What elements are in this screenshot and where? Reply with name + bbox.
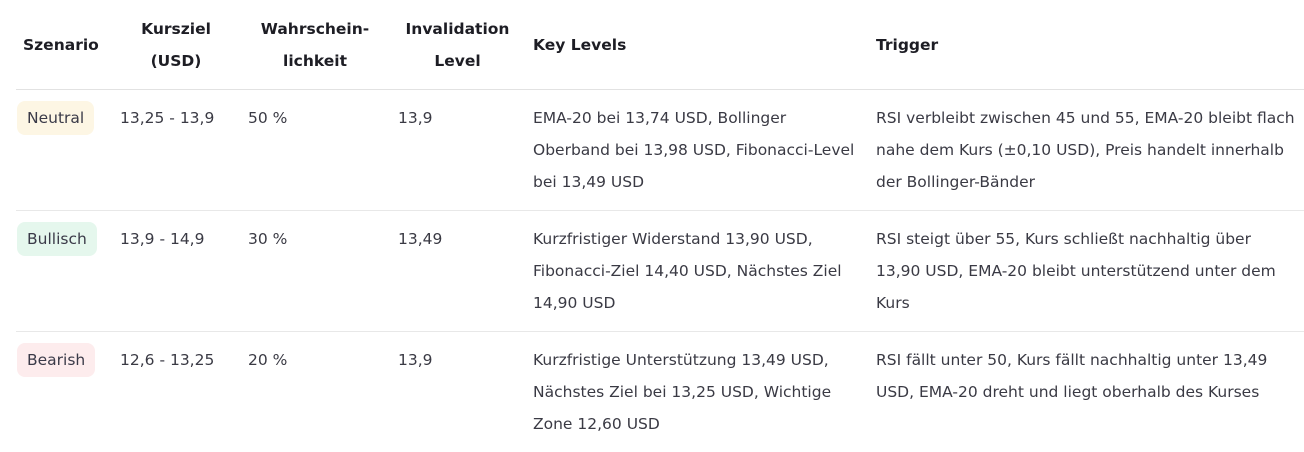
scenario-table: Szenario Kursziel (USD) Wahrschein-lichke…	[16, 0, 1304, 452]
trigger-cell: RSI steigt über 55, Kurs schließt nachha…	[868, 211, 1304, 332]
header-target-line2: (USD)	[151, 52, 202, 70]
header-invalidation-line2: Level	[434, 52, 480, 70]
header-invalidation: Invalidation Level	[390, 0, 525, 90]
table-row: Bullisch 13,9 - 14,9 30 % 13,49 Kurzfris…	[16, 211, 1304, 332]
header-probability: Wahrschein-lichkeit	[240, 0, 390, 90]
key-levels-cell: Kurzfristiger Widerstand 13,90 USD, Fibo…	[525, 211, 868, 332]
header-scenario: Szenario	[16, 0, 112, 90]
invalidation-cell: 13,9	[390, 332, 525, 452]
target-cell: 12,6 - 13,25	[112, 332, 240, 452]
trigger-cell: RSI fällt unter 50, Kurs fällt nachhalti…	[868, 332, 1304, 452]
key-levels-cell: Kurzfristige Unterstützung 13,49 USD, Nä…	[525, 332, 868, 452]
probability-cell: 20 %	[240, 332, 390, 452]
scenario-cell: Neutral	[16, 90, 112, 211]
header-target: Kursziel (USD)	[112, 0, 240, 90]
header-target-line1: Kursziel	[141, 20, 211, 38]
key-levels-cell: EMA-20 bei 13,74 USD, Bollinger Oberband…	[525, 90, 868, 211]
table-header-row: Szenario Kursziel (USD) Wahrschein-lichke…	[16, 0, 1304, 90]
header-probability-line1: Wahrschein-	[261, 20, 369, 38]
scenario-badge: Bearish	[17, 343, 95, 377]
target-cell: 13,25 - 13,9	[112, 90, 240, 211]
scenario-badge: Neutral	[17, 101, 94, 135]
scenario-cell: Bearish	[16, 332, 112, 452]
scenario-cell: Bullisch	[16, 211, 112, 332]
invalidation-cell: 13,9	[390, 90, 525, 211]
table-row: Bearish 12,6 - 13,25 20 % 13,9 Kurzfrist…	[16, 332, 1304, 452]
header-trigger: Trigger	[868, 0, 1304, 90]
probability-cell: 50 %	[240, 90, 390, 211]
probability-cell: 30 %	[240, 211, 390, 332]
invalidation-cell: 13,49	[390, 211, 525, 332]
header-probability-line2: lichkeit	[283, 52, 347, 70]
table-row: Neutral 13,25 - 13,9 50 % 13,9 EMA-20 be…	[16, 90, 1304, 211]
header-key-levels: Key Levels	[525, 0, 868, 90]
trigger-cell: RSI verbleibt zwischen 45 und 55, EMA-20…	[868, 90, 1304, 211]
scenario-badge: Bullisch	[17, 222, 97, 256]
header-invalidation-line1: Invalidation	[406, 20, 510, 38]
target-cell: 13,9 - 14,9	[112, 211, 240, 332]
